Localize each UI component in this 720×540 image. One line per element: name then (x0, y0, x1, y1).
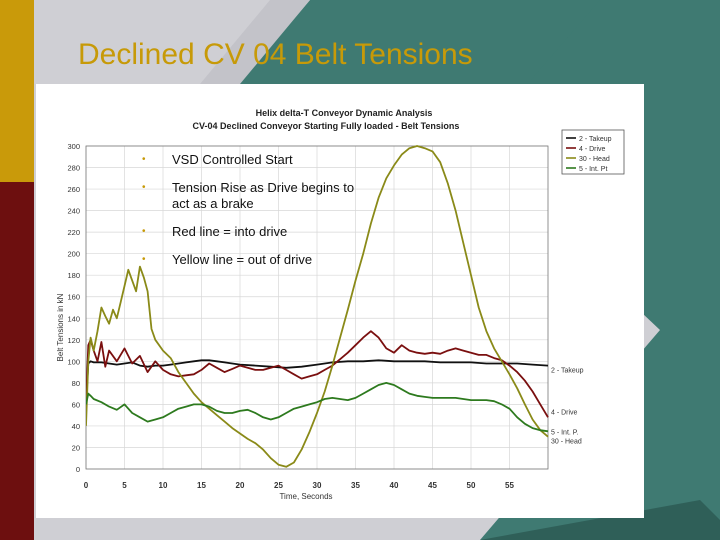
maroon-bar (0, 182, 34, 540)
y-tick-label: 80 (72, 379, 80, 388)
x-tick-label: 10 (159, 481, 168, 490)
series-line-2 (86, 330, 549, 418)
bullet-text: VSD Controlled Start (172, 152, 293, 167)
bullet-text: Red line = into drive (172, 224, 288, 239)
series-line-4 (86, 381, 549, 433)
chart-series (86, 145, 549, 468)
series-end-label: 4 - Drive (551, 409, 578, 416)
y-tick-label: 280 (67, 164, 80, 173)
legend-entry: 2 - Takeup (579, 136, 612, 143)
y-tick-label: 0 (76, 465, 80, 474)
x-tick-label: 15 (197, 481, 206, 490)
x-tick-label: 30 (313, 481, 322, 490)
chart-labels: Helix delta-T Conveyor Dynamic Analysis C… (193, 108, 584, 446)
chart-title: Helix delta-T Conveyor Dynamic Analysis (256, 108, 433, 118)
series-end-label: 2 - Takeup (551, 368, 584, 375)
series-end-label: 30 - Head (551, 439, 582, 446)
x-tick-label: 55 (505, 481, 514, 490)
y-tick-label: 240 (67, 207, 80, 216)
chart-axes: 0204060801001201401601802002202402602803… (56, 142, 549, 501)
y-axis-label: Belt Tensions in kN (56, 293, 65, 361)
bullet-dot-icon: • (142, 254, 146, 265)
y-tick-label: 120 (67, 336, 80, 345)
chart-legend: 2 - Takeup 4 - Drive 30 - Head 5 - Int. Pt (561, 129, 625, 175)
bullet-dot-icon: • (142, 226, 146, 237)
legend-entry: 5 - Int. Pt (579, 166, 607, 173)
y-tick-label: 40 (72, 422, 80, 431)
bullet-dot-icon: • (142, 154, 146, 165)
slide-title: Declined CV 04 Belt Tensions (78, 38, 473, 71)
x-tick-label: 45 (428, 481, 437, 490)
y-tick-label: 220 (67, 228, 80, 237)
x-tick-label: 25 (274, 481, 283, 490)
chart-subtitle: CV-04 Declined Conveyor Starting Fully l… (193, 121, 460, 131)
series-end-label: 5 - Int. P. (551, 429, 579, 436)
y-tick-label: 180 (67, 271, 80, 280)
bullet-dot-icon: • (142, 182, 146, 193)
x-axis-label: Time, Seconds (279, 492, 332, 501)
y-tick-label: 160 (67, 293, 80, 302)
chart-panel: 0 20 40 60 80 100 120 140 160 180 200 220 240 260 280 3… (36, 84, 644, 518)
dark-triangle (480, 500, 720, 540)
bullet-text: Yellow line = out of drive (172, 252, 313, 267)
y-tick-label: 20 (72, 443, 80, 452)
y-tick-label: 300 (67, 142, 80, 151)
bullet-text: Tension Rise as Drive begins to act as a… (172, 180, 355, 211)
grey-corner (200, 0, 310, 84)
x-tick-label: 40 (390, 481, 399, 490)
series-line-1 (86, 359, 549, 405)
x-tick-label: 5 (122, 481, 127, 490)
y-tick-label: 140 (67, 314, 80, 323)
y-tick-label: 100 (67, 357, 80, 366)
y-tick-label: 200 (67, 250, 80, 259)
series-line-3 (86, 145, 549, 468)
x-tick-label: 20 (236, 481, 245, 490)
tension-chart: 0204060801001201401601802002202402602803… (56, 108, 625, 501)
legend-entry: 4 - Drive (579, 146, 606, 153)
gold-bar (0, 0, 34, 182)
y-tick-label: 60 (72, 400, 80, 409)
legend-entry: 30 - Head (579, 156, 610, 163)
x-tick-label: 50 (467, 481, 476, 490)
x-tick-label: 35 (351, 481, 360, 490)
x-tick-label: 0 (84, 481, 89, 490)
plot-frame (85, 145, 549, 470)
y-tick-label: 260 (67, 185, 80, 194)
